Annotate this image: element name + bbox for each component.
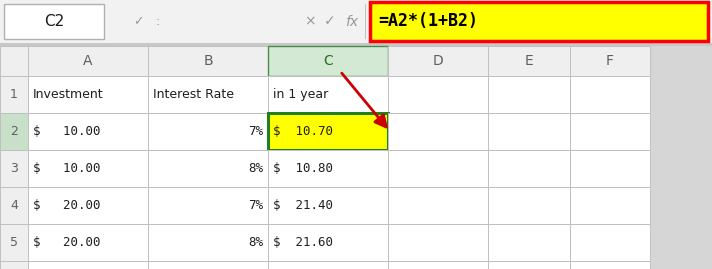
- Bar: [28, 261, 148, 269]
- Bar: [148, 187, 268, 224]
- Text: 8%: 8%: [248, 162, 263, 175]
- Text: Investment: Investment: [33, 88, 104, 101]
- Bar: [388, 46, 488, 76]
- Bar: [148, 113, 268, 150]
- Text: in 1 year: in 1 year: [273, 88, 328, 101]
- Bar: [148, 76, 268, 113]
- Text: 4: 4: [10, 199, 18, 212]
- Bar: [570, 113, 650, 150]
- Bar: [268, 76, 388, 113]
- Bar: [570, 187, 650, 224]
- Bar: [268, 261, 388, 269]
- Text: 5: 5: [10, 236, 18, 249]
- Bar: [370, 2, 708, 41]
- Bar: [388, 76, 488, 113]
- Text: C2: C2: [44, 14, 64, 29]
- Text: $   20.00: $ 20.00: [33, 199, 100, 212]
- Text: $   10.00: $ 10.00: [33, 125, 100, 138]
- Bar: [0, 43, 712, 46]
- Bar: [148, 46, 268, 76]
- Text: E: E: [525, 54, 533, 68]
- Bar: [488, 46, 570, 76]
- Bar: [570, 261, 650, 269]
- Text: ✓: ✓: [132, 15, 143, 28]
- Bar: [488, 150, 570, 187]
- Bar: [0, 261, 28, 269]
- Bar: [365, 4, 366, 39]
- Text: :: :: [156, 15, 160, 28]
- Text: $  21.60: $ 21.60: [273, 236, 333, 249]
- Text: 3: 3: [10, 162, 18, 175]
- Bar: [28, 150, 148, 187]
- Bar: [148, 150, 268, 187]
- Bar: [570, 150, 650, 187]
- Text: $  21.40: $ 21.40: [273, 199, 333, 212]
- Text: A: A: [83, 54, 93, 68]
- Bar: [28, 46, 148, 76]
- Bar: [148, 261, 268, 269]
- Bar: [28, 113, 148, 150]
- Bar: [488, 76, 570, 113]
- Text: B: B: [203, 54, 213, 68]
- Bar: [268, 150, 388, 187]
- Text: $  10.70: $ 10.70: [273, 125, 333, 138]
- Bar: [148, 224, 268, 261]
- Bar: [268, 224, 388, 261]
- Bar: [0, 113, 28, 150]
- Bar: [0, 150, 28, 187]
- Text: ×: ×: [304, 15, 316, 29]
- Bar: [0, 224, 28, 261]
- Bar: [488, 187, 570, 224]
- Bar: [4, 4, 104, 39]
- Text: ✓: ✓: [324, 15, 336, 29]
- Bar: [388, 261, 488, 269]
- Text: fx: fx: [345, 15, 359, 29]
- Text: 2: 2: [10, 125, 18, 138]
- Bar: [488, 224, 570, 261]
- Text: 8%: 8%: [248, 236, 263, 249]
- Text: 1: 1: [10, 88, 18, 101]
- Bar: [0, 46, 28, 76]
- Bar: [268, 113, 388, 150]
- Bar: [488, 113, 570, 150]
- Text: C: C: [323, 54, 333, 68]
- Text: F: F: [606, 54, 614, 68]
- Text: =A2*(1+B2): =A2*(1+B2): [378, 12, 478, 30]
- Bar: [388, 113, 488, 150]
- Text: 7%: 7%: [248, 125, 263, 138]
- Bar: [0, 187, 28, 224]
- Bar: [388, 187, 488, 224]
- Bar: [388, 224, 488, 261]
- Text: 7%: 7%: [248, 199, 263, 212]
- Text: $   20.00: $ 20.00: [33, 236, 100, 249]
- Bar: [28, 187, 148, 224]
- Bar: [268, 187, 388, 224]
- Bar: [388, 150, 488, 187]
- Text: D: D: [433, 54, 444, 68]
- Bar: [268, 46, 388, 76]
- Bar: [570, 46, 650, 76]
- Bar: [0, 76, 28, 113]
- Bar: [570, 224, 650, 261]
- Bar: [488, 261, 570, 269]
- Bar: [570, 76, 650, 113]
- Text: Interest Rate: Interest Rate: [153, 88, 234, 101]
- Bar: [28, 224, 148, 261]
- Bar: [0, 0, 712, 43]
- Bar: [28, 76, 148, 113]
- Text: $   10.00: $ 10.00: [33, 162, 100, 175]
- Text: $  10.80: $ 10.80: [273, 162, 333, 175]
